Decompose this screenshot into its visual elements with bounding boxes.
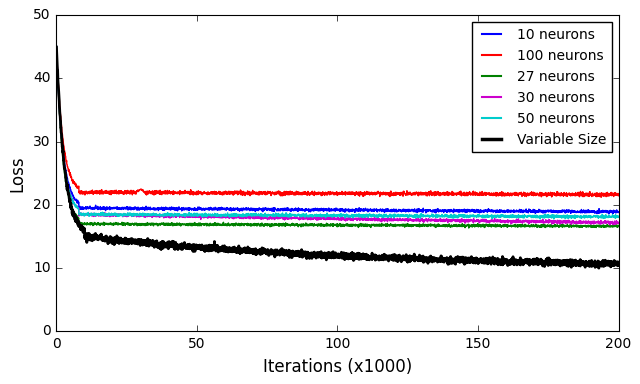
X-axis label: Iterations (x1000): Iterations (x1000) [263, 358, 412, 376]
Legend: 10 neurons, 100 neurons, 27 neurons, 30 neurons, 50 neurons, Variable Size: 10 neurons, 100 neurons, 27 neurons, 30 … [472, 22, 612, 152]
Y-axis label: Loss: Loss [8, 155, 26, 192]
